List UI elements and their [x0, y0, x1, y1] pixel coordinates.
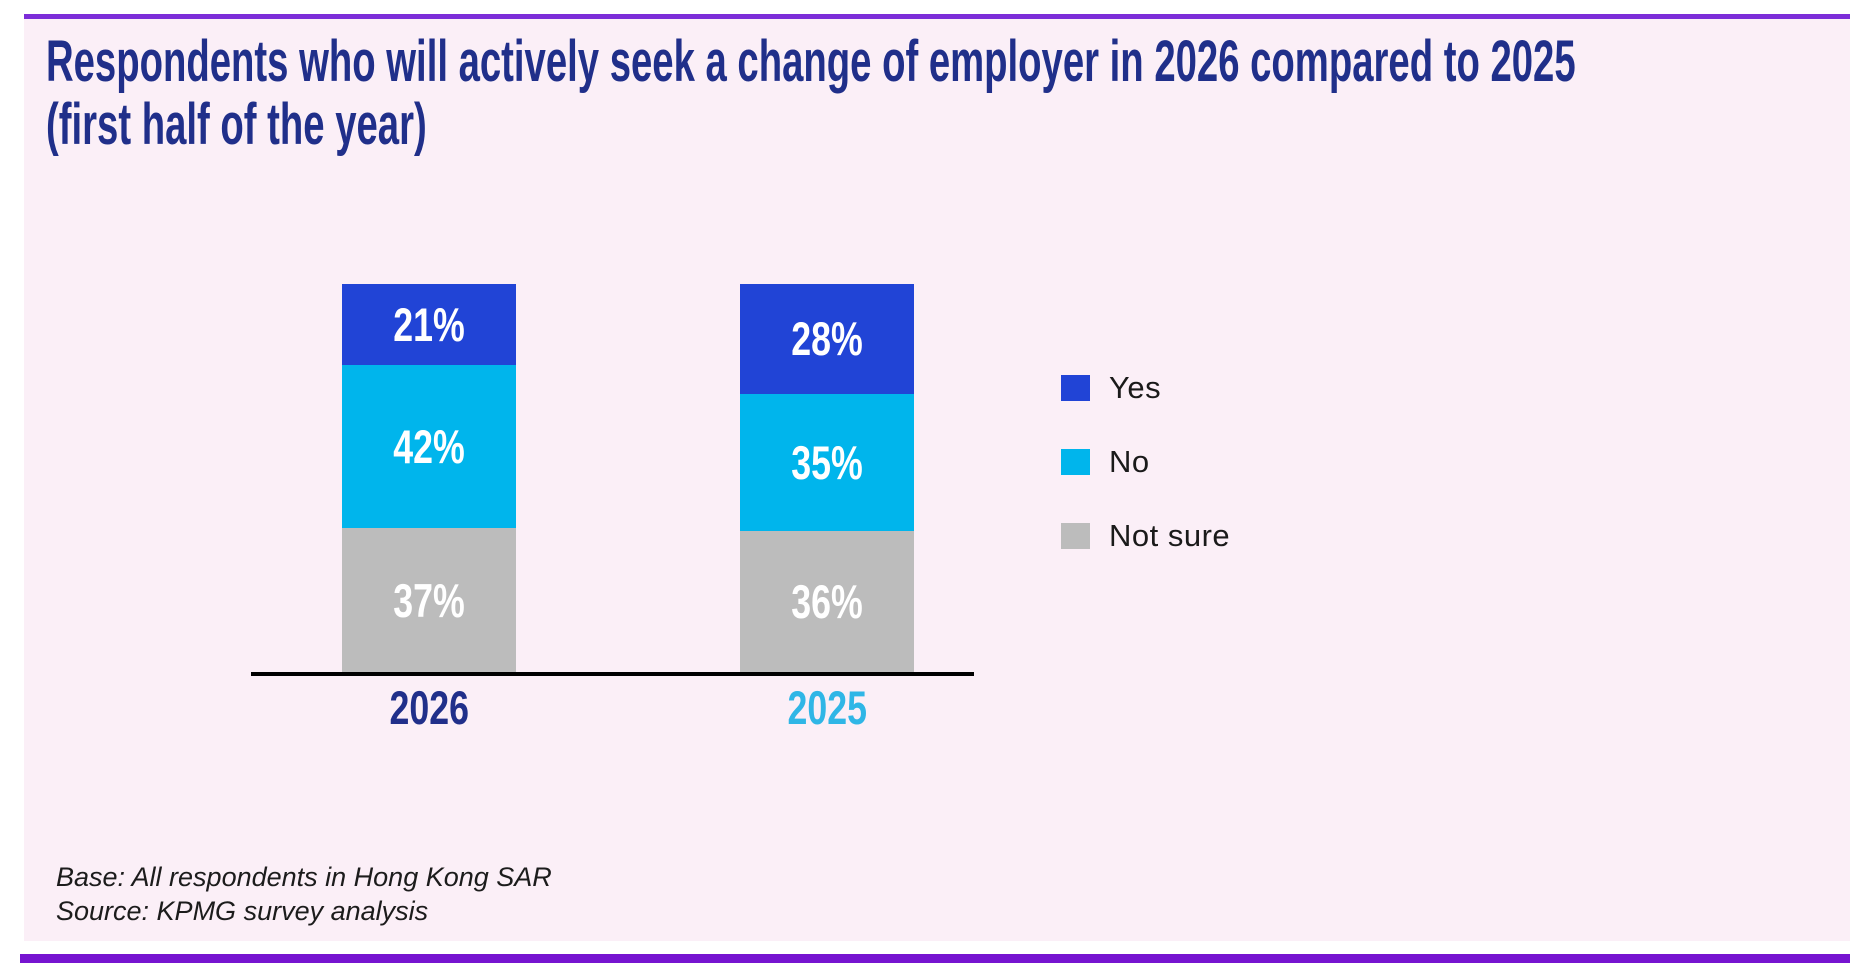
- chart-title-line1: Respondents who will actively seek a cha…: [46, 29, 1576, 94]
- bar-value-label: 21%: [393, 298, 465, 352]
- legend-label-no: No: [1109, 443, 1150, 479]
- legend-swatch-yes: [1061, 374, 1090, 401]
- legend-item-not-sure: Not sure: [1061, 518, 1230, 553]
- footnote-source: Source: KPMG survey analysis: [56, 896, 429, 926]
- category-label-text: 2026: [389, 681, 469, 734]
- content-panel: [24, 19, 1850, 941]
- bar-segment-not-sure-2025: 36%: [740, 530, 914, 672]
- bar-column-2025: 28% 35% 36% 2025: [740, 284, 914, 732]
- bar-value-label: 37%: [393, 573, 465, 627]
- footnotes: Base: All respondents in Hong Kong SAR S…: [56, 860, 552, 928]
- category-label-text: 2025: [787, 681, 867, 734]
- legend-label-yes: Yes: [1109, 369, 1162, 405]
- legend-item-yes: Yes: [1061, 370, 1230, 405]
- bar-column-2026: 21% 42% 37% 2026: [342, 284, 516, 732]
- legend-label-not-sure: Not sure: [1109, 517, 1231, 553]
- footnote-base: Base: All respondents in Hong Kong SAR: [56, 862, 552, 892]
- bar-value-label: 35%: [791, 435, 863, 489]
- bar-value-label: 42%: [393, 420, 465, 474]
- bar-segment-no-2025: 35%: [740, 393, 914, 531]
- legend-item-no: No: [1061, 444, 1230, 479]
- legend: Yes No Not sure: [1061, 370, 1230, 553]
- chart-title: Respondents who will actively seek a cha…: [46, 30, 1775, 156]
- bar-segment-no-2026: 42%: [342, 365, 516, 529]
- top-accent-rule: [24, 14, 1850, 19]
- axis-line: [251, 672, 974, 676]
- bar-segment-yes-2025: 28%: [740, 284, 914, 394]
- bar-value-label: 36%: [791, 574, 863, 628]
- bar-segment-not-sure-2026: 37%: [342, 528, 516, 672]
- bar-segment-yes-2026: 21%: [342, 284, 516, 366]
- legend-swatch-no: [1061, 448, 1090, 475]
- category-label-2025: 2025: [680, 684, 974, 732]
- bar-value-label: 28%: [791, 312, 863, 366]
- category-label-2026: 2026: [282, 684, 576, 732]
- bottom-accent-rule: [20, 954, 1850, 963]
- legend-swatch-not-sure: [1061, 522, 1090, 549]
- chart-title-line2: (first half of the year): [46, 92, 427, 157]
